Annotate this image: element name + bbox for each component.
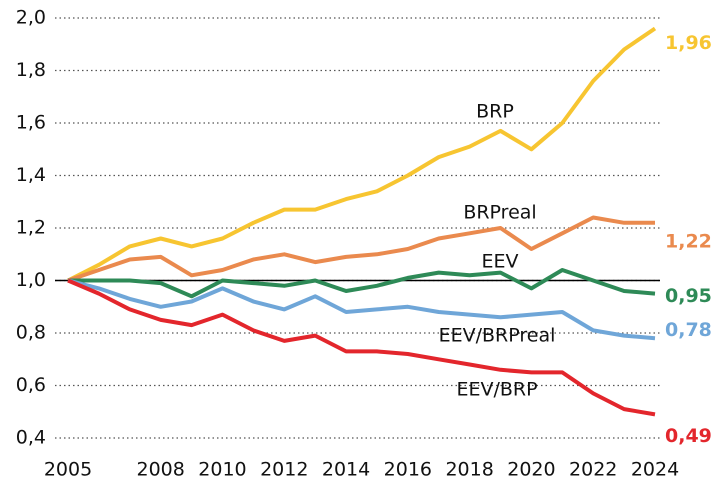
value-label: 1,22 bbox=[665, 230, 712, 252]
series-line bbox=[67, 26, 657, 283]
y-tick-label: 1,8 bbox=[16, 59, 46, 81]
y-tick-label: 0,6 bbox=[16, 374, 46, 396]
x-tick-label: 2014 bbox=[322, 459, 370, 481]
x-tick-label: 2024 bbox=[631, 459, 679, 481]
value-label: 1,96 bbox=[665, 32, 712, 54]
x-tick-label: 2020 bbox=[507, 459, 555, 481]
y-tick-label: 1,6 bbox=[16, 112, 46, 134]
y-tick-label: 1,2 bbox=[16, 217, 46, 239]
series-line bbox=[67, 278, 656, 417]
y-tick-label: 0,4 bbox=[16, 427, 46, 449]
series-line bbox=[68, 268, 656, 299]
value-label: 0,78 bbox=[665, 319, 712, 341]
x-tick-label: 2010 bbox=[198, 459, 246, 481]
x-tick-label: 2008 bbox=[137, 459, 185, 481]
series-label: EEV/BRP bbox=[456, 379, 537, 401]
series-label: BRP bbox=[476, 101, 514, 123]
series-label: EEV bbox=[481, 251, 518, 273]
series-label: BRPreal bbox=[463, 202, 536, 224]
x-tick-label: 2012 bbox=[260, 459, 308, 481]
series-line bbox=[67, 278, 656, 341]
series-label: EEV/BRPreal bbox=[439, 325, 556, 347]
series-line bbox=[67, 215, 655, 283]
value-label: 0,95 bbox=[665, 285, 712, 307]
x-tick-label: 2018 bbox=[445, 459, 493, 481]
y-tick-label: 1,0 bbox=[16, 269, 46, 291]
x-tick-label: 2005 bbox=[44, 459, 92, 481]
value-label: 0,49 bbox=[665, 425, 712, 447]
x-tick-label: 2022 bbox=[569, 459, 617, 481]
y-tick-label: 1,4 bbox=[16, 164, 46, 186]
y-tick-label: 0,8 bbox=[16, 322, 46, 344]
y-tick-label: 2,0 bbox=[16, 7, 46, 29]
x-tick-label: 2016 bbox=[384, 459, 432, 481]
